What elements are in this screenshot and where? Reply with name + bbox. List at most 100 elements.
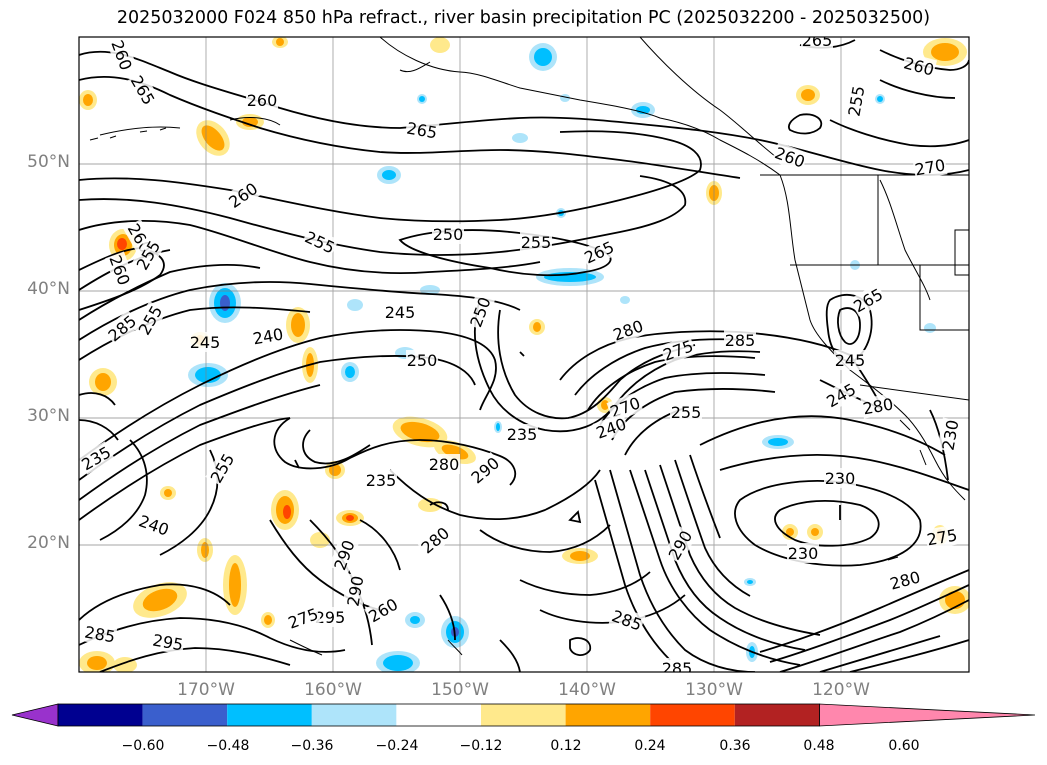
colorbar-extend-low <box>11 703 59 727</box>
contour-label: 285 <box>608 605 646 635</box>
contour-label: 245 <box>189 332 221 352</box>
contour-label: 260 <box>224 177 262 213</box>
contour-label: 260 <box>107 37 137 74</box>
contour-label: 250 <box>432 224 464 244</box>
colorbar-segment <box>734 704 820 726</box>
colorbar-tick-label: −0.60 <box>121 738 165 754</box>
contour-label-text: 280 <box>888 567 922 593</box>
contour-label-text: 260 <box>772 143 807 171</box>
lon-label-160w: 160°W <box>304 680 362 700</box>
contour-label: 235 <box>78 441 115 475</box>
contour-label-text: 290 <box>330 538 358 573</box>
contour-label: 275 <box>284 603 322 633</box>
colorbar-segment <box>142 704 228 726</box>
contour-label-text: 280 <box>611 316 646 344</box>
contour-label: 240 <box>250 323 286 349</box>
colorbar-segment <box>227 704 312 726</box>
contour-label: 255 <box>843 83 869 119</box>
contour-label-text: 285 <box>105 311 141 345</box>
refractivity-contours <box>79 39 969 672</box>
contour-label: 290 <box>329 536 359 574</box>
contour-label: 280 <box>428 454 460 474</box>
contour-label: 270 <box>912 154 948 180</box>
lat-label-30n: 30°N <box>27 406 70 426</box>
contour-label-text: 275 <box>286 604 321 632</box>
contour-label-text: 265 <box>802 31 833 50</box>
colorbar-tick-label: 0.60 <box>888 738 920 754</box>
contour-label-text: 280 <box>861 394 894 418</box>
contour-label-text: 245 <box>835 351 866 370</box>
contour-label: 265 <box>404 117 440 143</box>
colorbar-tick-label: −0.12 <box>459 738 503 754</box>
contour-label: 230 <box>824 468 856 488</box>
contour-label: 280 <box>860 393 896 419</box>
contour-label-text: 245 <box>190 333 221 352</box>
contour-label-text: 230 <box>938 418 962 451</box>
contour-label-text: 285 <box>662 659 693 678</box>
contour-label-text: 240 <box>594 414 629 442</box>
contour-label: 280 <box>609 315 647 345</box>
contour-label-text: 255 <box>844 84 868 117</box>
contour-label: 235 <box>365 470 397 490</box>
contour-label: 235 <box>506 424 538 444</box>
lon-label-150w: 150°W <box>431 680 489 700</box>
colorbar-frame <box>57 703 820 727</box>
contour-label: 280 <box>886 566 924 594</box>
colorbar-extend-high <box>819 703 1036 727</box>
contour-label-text: 265 <box>405 118 438 142</box>
lon-label-170w: 170°W <box>177 680 235 700</box>
contour-label: 285 <box>82 621 118 647</box>
precip-negative-areas <box>188 43 936 672</box>
map-frame <box>78 36 970 673</box>
contour-label-text: 235 <box>507 425 538 444</box>
colorbar-tick-label: −0.48 <box>206 738 250 754</box>
contour-label: 240 <box>135 510 173 540</box>
colorbar-tick-label: 0.48 <box>803 738 835 754</box>
colorbar-segment <box>396 704 481 726</box>
contour-label: 290 <box>342 573 368 609</box>
contour-label: 230 <box>787 543 819 563</box>
contour-label-text: 240 <box>251 324 284 348</box>
contour-label-text: 255 <box>671 403 702 422</box>
contour-label-text: 260 <box>225 179 261 212</box>
contour-label-text: 285 <box>83 622 116 646</box>
colorbar-tick-label: 0.36 <box>719 738 751 754</box>
colorbar-tick-label: −0.24 <box>375 738 419 754</box>
contour-label-text: 235 <box>78 443 114 475</box>
contour-label-text: 275 <box>661 336 696 364</box>
contour-label: 295 <box>150 629 186 655</box>
contour-label: 285 <box>103 310 141 346</box>
contour-label-text: 230 <box>788 544 819 563</box>
contour-label-text: 285 <box>609 606 644 634</box>
colorbar-segment <box>58 704 143 726</box>
contour-label-text: 285 <box>725 331 756 350</box>
contour-label-text: 245 <box>385 303 416 322</box>
contour-label: 255 <box>133 301 167 339</box>
contour-label-text: 280 <box>429 455 460 474</box>
colorbar-segment <box>650 704 735 726</box>
contour-label-text: 250 <box>407 351 438 370</box>
contour-label: 255 <box>520 232 552 252</box>
contour-label-text: 275 <box>925 525 958 549</box>
contour-label: 285 <box>661 658 693 678</box>
contour-label-text: 260 <box>365 595 401 627</box>
contour-label: 260 <box>771 142 809 172</box>
contour-label-text: 260 <box>247 91 278 110</box>
colorbar-tick-label: 0.12 <box>550 738 582 754</box>
contour-label: 255 <box>205 449 239 487</box>
contour-label: 260 <box>364 593 402 627</box>
contour-label: 245 <box>384 302 416 322</box>
contour-label-text: 265 <box>127 72 159 108</box>
map-title: 2025032000 F024 850 hPa refract., river … <box>116 8 931 28</box>
contour-label-text: 240 <box>136 511 171 539</box>
lat-label-20n: 20°N <box>27 533 70 553</box>
contour-label: 250 <box>465 293 495 331</box>
contour-label-text: 250 <box>466 295 494 330</box>
contour-label: 280 <box>416 522 454 558</box>
lat-label-50n: 50°N <box>27 152 70 172</box>
colorbar <box>11 703 1036 727</box>
contour-label: 230 <box>937 417 963 453</box>
contour-label: 250 <box>406 350 438 370</box>
colorbar-segment <box>565 704 651 726</box>
contour-label-text: 280 <box>418 523 454 557</box>
